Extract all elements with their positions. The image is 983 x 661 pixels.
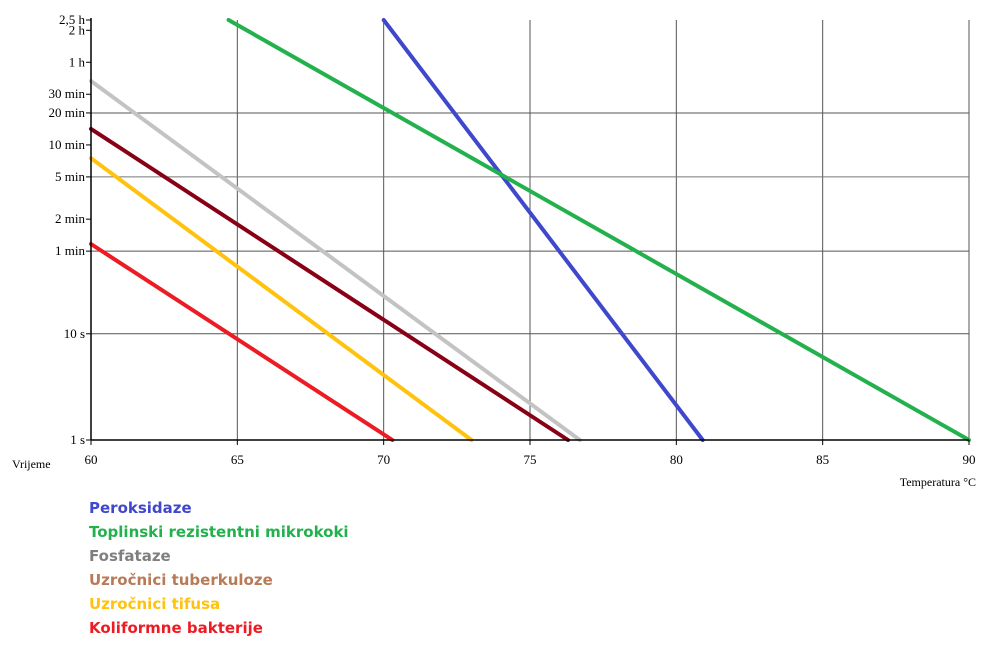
- grid-layer: [91, 20, 970, 440]
- y-tick-label: 10 s: [64, 326, 85, 341]
- legend-item: Toplinski rezistentni mikrokoki: [89, 523, 349, 541]
- series-line-3: [89, 126, 570, 442]
- series-line-1: [226, 18, 971, 442]
- series-line-5: [89, 242, 395, 442]
- legend-item: Koliformne bakterije: [89, 619, 263, 637]
- x-axis-title: Temperatura °C: [900, 475, 976, 489]
- y-tick-label: 1 h: [69, 54, 86, 69]
- legend-item: Uzročnici tuberkuloze: [89, 571, 273, 589]
- x-tick-label: 70: [377, 452, 390, 467]
- x-tick-label: 75: [524, 452, 537, 467]
- y-tick-label: 30 min: [49, 86, 86, 101]
- legend-item: Fosfataze: [89, 547, 171, 565]
- legend-item: Uzročnici tifusa: [89, 595, 221, 613]
- series-line-2: [89, 79, 582, 442]
- y-tick-label: 2,5 h: [59, 12, 86, 27]
- axis-layer: [86, 18, 970, 445]
- y-tick-label: 2 h: [69, 22, 86, 37]
- y-tick-label: 20 min: [49, 105, 86, 120]
- legend-item: Peroksidaze: [89, 499, 192, 517]
- chart: 2,5 h2 h 1 h 30 min 20 min 10 min 5 min 2 min 1…: [12, 12, 976, 489]
- x-tick-label: 60: [85, 452, 98, 467]
- y-tick-label: 1 min: [55, 243, 85, 258]
- series-layer: [89, 18, 971, 442]
- y-tick-label: 5 min: [55, 169, 85, 184]
- label-layer: 2,5 h2 h 1 h 30 min 20 min 10 min 5 min 2 min 1…: [12, 12, 976, 489]
- series-line-0: [381, 18, 705, 442]
- x-tick-label: 80: [670, 452, 683, 467]
- x-tick-label: 65: [231, 452, 244, 467]
- legend: Peroksidaze Toplinski rezistentni mikroko…: [89, 496, 349, 640]
- x-tick-label: 90: [963, 452, 976, 467]
- x-tick-label: 85: [816, 452, 829, 467]
- y-axis-title: Vrijeme: [12, 457, 51, 471]
- y-tick-label: 10 min: [49, 137, 86, 152]
- y-tick-label: 2 min: [55, 211, 85, 226]
- y-tick-label: 1 s: [70, 432, 85, 447]
- series-line-4: [89, 156, 474, 442]
